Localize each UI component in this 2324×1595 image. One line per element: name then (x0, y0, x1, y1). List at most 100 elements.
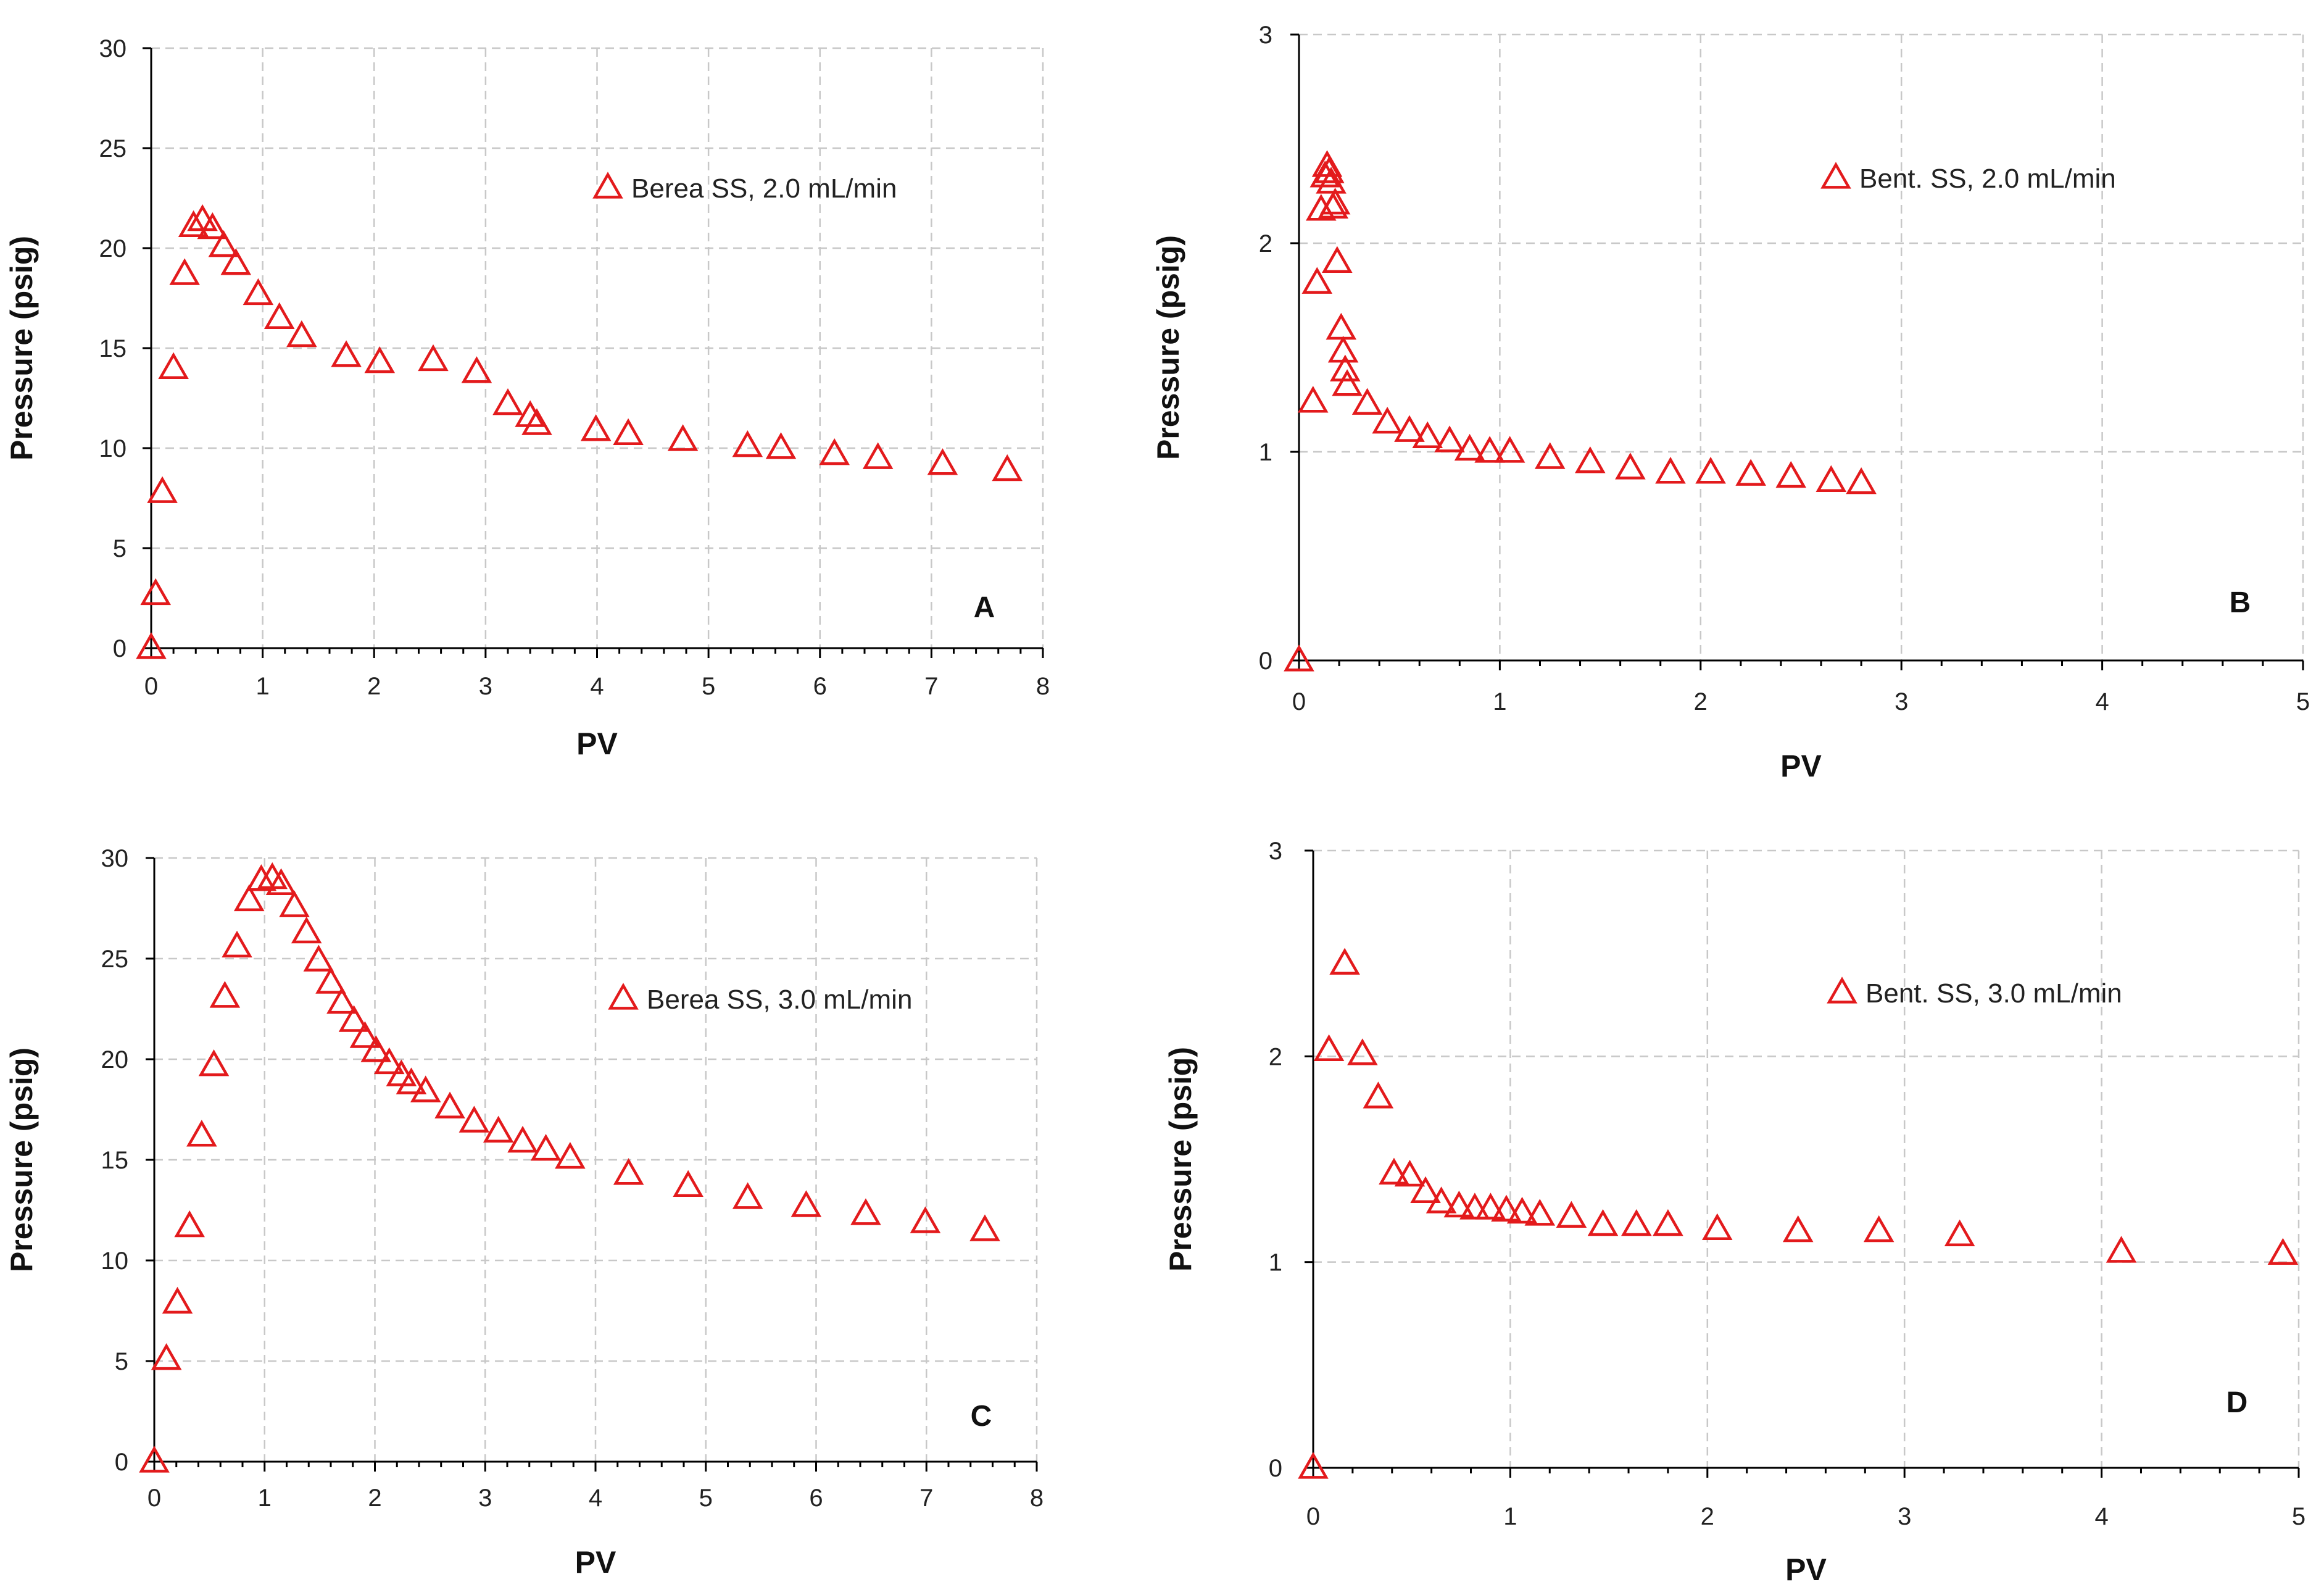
x-tick-label: 1 (1503, 1503, 1517, 1530)
data-point (1332, 369, 1363, 396)
data-point (673, 1170, 703, 1197)
y-tick-label: 5 (113, 535, 127, 562)
x-tick-label: 5 (699, 1485, 713, 1512)
data-point (187, 204, 218, 231)
data-point (364, 346, 396, 373)
y-tick-label: 2 (1259, 230, 1272, 257)
data-point (338, 1005, 370, 1032)
y-axis-title: Pressure (psig) (1163, 1047, 1198, 1272)
data-point (158, 352, 189, 380)
data-point (1443, 1190, 1475, 1218)
data-point (418, 344, 449, 372)
data-point (162, 1286, 193, 1314)
data-point (1410, 1176, 1441, 1203)
data-point (1316, 167, 1347, 194)
x-tick-label: 2 (1694, 688, 1708, 715)
x-tick-label: 1 (256, 673, 270, 700)
data-point (862, 442, 894, 469)
data-point (1372, 406, 1403, 434)
y-tick-label: 10 (101, 1247, 129, 1275)
data-point (209, 981, 241, 1008)
x-axis-title: PV (575, 1545, 616, 1580)
data-point (1621, 1209, 1652, 1236)
x-tick-label: 4 (589, 1485, 602, 1512)
legend-label: Berea SS, 2.0 mL/min (631, 173, 897, 204)
data-point (198, 1049, 230, 1077)
y-axis-title: Pressure (psig) (1151, 235, 1185, 460)
y-tick-label: 15 (101, 1147, 129, 1174)
data-point (850, 1198, 881, 1225)
data-point (927, 448, 958, 475)
y-tick-label: 25 (101, 946, 129, 973)
data-point (1459, 1193, 1490, 1220)
data-point (233, 884, 265, 912)
data-point (373, 1047, 405, 1075)
data-point (1701, 1213, 1733, 1240)
data-point (459, 1106, 490, 1133)
data-point (220, 248, 252, 275)
data-point (1351, 388, 1383, 415)
data-point (507, 1125, 538, 1153)
x-tick-label: 6 (813, 673, 827, 700)
y-tick-label: 3 (1259, 22, 1272, 49)
data-point (1524, 1199, 1556, 1226)
data-point (331, 340, 362, 367)
data-point (613, 418, 644, 445)
data-point (555, 1141, 586, 1169)
data-point (1319, 188, 1351, 215)
data-point (265, 868, 297, 896)
y-tick-label: 25 (99, 135, 127, 162)
data-point (1944, 1219, 1975, 1246)
data-point (147, 476, 178, 503)
y-tick-label: 0 (1269, 1455, 1282, 1482)
y-tick-label: 1 (1269, 1249, 1282, 1276)
data-point (2106, 1236, 2137, 1263)
data-point (1816, 465, 1847, 492)
data-point (1298, 386, 1329, 413)
data-point (1587, 1209, 1619, 1236)
data-point (264, 302, 295, 330)
data-point (1474, 436, 1505, 463)
data-point (1775, 460, 1807, 488)
data-point (1394, 415, 1425, 442)
data-point (243, 278, 274, 306)
data-point (1434, 425, 1465, 452)
data-point (765, 432, 797, 459)
data-point (386, 1059, 417, 1086)
x-tick-label: 5 (2296, 688, 2310, 715)
x-tick-label: 1 (258, 1485, 272, 1512)
data-point (1301, 267, 1333, 294)
data-point (1782, 1215, 1814, 1243)
data-point (613, 1158, 644, 1185)
data-point (1306, 194, 1337, 221)
chart-panel-d: 0 1 2 3 4 5 0 1 2 3 PV Pressure (psig) Bent. SS, 3.0… (1163, 838, 2305, 1587)
x-tick-label: 7 (919, 1485, 933, 1512)
legend-marker (1827, 977, 1857, 1004)
data-point (291, 916, 322, 944)
data-point (732, 430, 763, 457)
data-point (580, 414, 612, 441)
x-tick-label: 3 (479, 673, 492, 700)
y-tick-label: 30 (99, 35, 127, 62)
data-point (1330, 354, 1361, 381)
data-point (1298, 1452, 1329, 1479)
x-tick-label: 3 (1898, 1503, 1911, 1530)
data-point (1329, 947, 1360, 975)
data-point (1655, 457, 1686, 484)
y-tick-label: 2 (1269, 1043, 1282, 1070)
data-point (1863, 1215, 1894, 1243)
x-tick-label: 0 (1306, 1503, 1320, 1530)
y-tick-label: 0 (1259, 648, 1272, 675)
data-point (410, 1075, 441, 1102)
data-point (208, 230, 239, 257)
chart-panel-c: 0 1 2 3 4 5 6 7 8 0 5 10 15 20 25 30 PV Pressure (psig) Be… (4, 845, 1044, 1580)
data-point (1347, 1038, 1378, 1065)
x-tick-label: 5 (2292, 1503, 2305, 1530)
data-point (521, 408, 552, 435)
data-point (1327, 336, 1359, 363)
data-point (174, 1210, 205, 1238)
legend-marker (592, 172, 623, 199)
data-point (1379, 1157, 1409, 1185)
legend-marker (608, 983, 639, 1010)
panel-letter: D (2226, 1386, 2248, 1419)
